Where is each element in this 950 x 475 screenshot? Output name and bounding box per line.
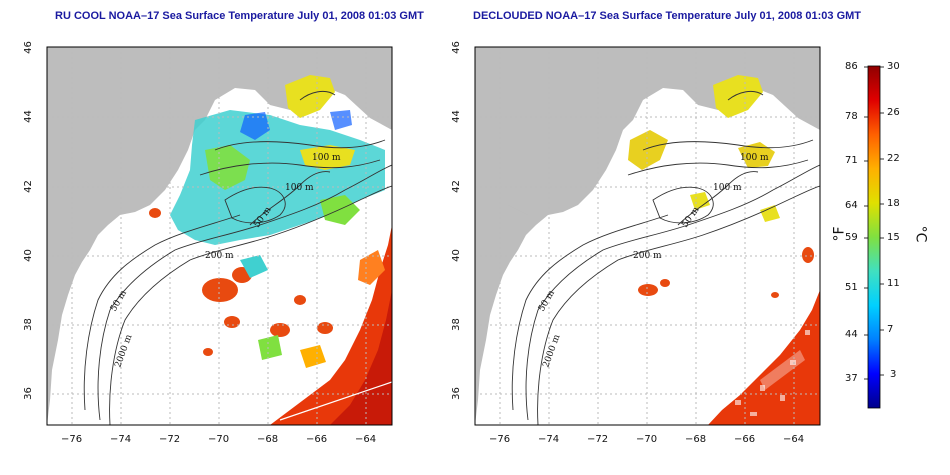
x-tick-label: −70	[636, 434, 658, 445]
colorbar-f-tick: 59	[845, 232, 858, 243]
x-tick-label: −72	[587, 434, 609, 445]
y-tick-label: 40	[450, 249, 462, 262]
contour-label-100m-b: 100 m	[285, 183, 314, 193]
colorbar-c-tick: 30	[887, 61, 900, 72]
right-panel-title: DECLOUDED NOAA–17 Sea Surface Temperatur…	[473, 10, 862, 22]
colorbar-f-tick: 86	[845, 61, 858, 72]
y-tick-label: 36	[450, 387, 462, 400]
x-tick-label: −68	[257, 434, 279, 445]
colorbar-c-tick: 11	[887, 278, 900, 289]
y-tick-label: 40	[22, 249, 34, 262]
colorbar-c-tick: 26	[887, 107, 900, 118]
x-tick-label: −64	[355, 434, 377, 445]
cool-patches	[170, 75, 385, 368]
y-tick-label: 42	[450, 180, 462, 193]
left-panel-title: RU COOL NOAA–17 Sea Surface Temperature …	[55, 10, 424, 22]
left-map-frame	[46, 46, 393, 426]
gulf-stream-warm	[270, 225, 392, 425]
x-tick-label: −68	[685, 434, 707, 445]
y-tick-label: 46	[22, 41, 34, 54]
contour-label-100m-a: 100 m	[740, 153, 769, 163]
warm-patches	[638, 247, 814, 298]
colorbar-c-tick: 22	[887, 153, 900, 164]
x-tick-label: −72	[159, 434, 181, 445]
colorbar-c-tick: 3	[890, 369, 897, 380]
y-tick-label: 42	[22, 180, 34, 193]
right-map: 100 m 100 m 50 m 200 m 50 m 2000 m	[475, 47, 820, 425]
y-tick-label: 44	[450, 110, 462, 123]
colorbar-f-tick: 44	[845, 329, 858, 340]
land-mass	[47, 47, 392, 425]
land-mass	[475, 47, 820, 425]
contour-label-200m: 200 m	[205, 251, 234, 261]
gulf-stream-warm	[708, 290, 820, 425]
colorbar-f-tick: 64	[845, 200, 858, 211]
cool-patches	[628, 75, 780, 222]
colorbar-f-tick: 78	[845, 111, 858, 122]
right-map-frame	[474, 46, 821, 426]
y-tick-label: 38	[22, 318, 34, 331]
warm-patches	[149, 208, 333, 356]
colorbar-unit-fahrenheit: °F	[831, 226, 848, 242]
bathymetry-contours	[83, 90, 392, 425]
contour-label-100m-a: 100 m	[312, 153, 341, 163]
left-map: 100 m 100 m 50 m 200 m 50 m 2000 m	[47, 47, 392, 425]
y-tick-label: 44	[22, 110, 34, 123]
y-tick-label: 38	[450, 318, 462, 331]
x-tick-label: −66	[306, 434, 328, 445]
colorbar-f-tick: 37	[845, 373, 858, 384]
x-tick-label: −76	[61, 434, 83, 445]
colorbar-f-tick: 71	[845, 155, 858, 166]
contour-label-200m: 200 m	[633, 251, 662, 261]
bathymetry-contours	[511, 90, 820, 425]
colorbar-c-tick: 18	[887, 198, 900, 209]
colorbar	[867, 65, 881, 409]
x-tick-label: −74	[110, 434, 132, 445]
colorbar-c-tick: 7	[887, 324, 894, 335]
y-tick-label: 36	[22, 387, 34, 400]
y-tick-label: 46	[450, 41, 462, 54]
x-tick-label: −70	[208, 434, 230, 445]
colorbar-c-tick: 15	[887, 232, 900, 243]
x-tick-label: −64	[783, 434, 805, 445]
contour-label-100m-b: 100 m	[713, 183, 742, 193]
x-tick-label: −66	[734, 434, 756, 445]
x-tick-label: −76	[489, 434, 511, 445]
colorbar-f-tick: 51	[845, 282, 858, 293]
colorbar-unit-celsius: °C	[912, 225, 929, 243]
x-tick-label: −74	[538, 434, 560, 445]
